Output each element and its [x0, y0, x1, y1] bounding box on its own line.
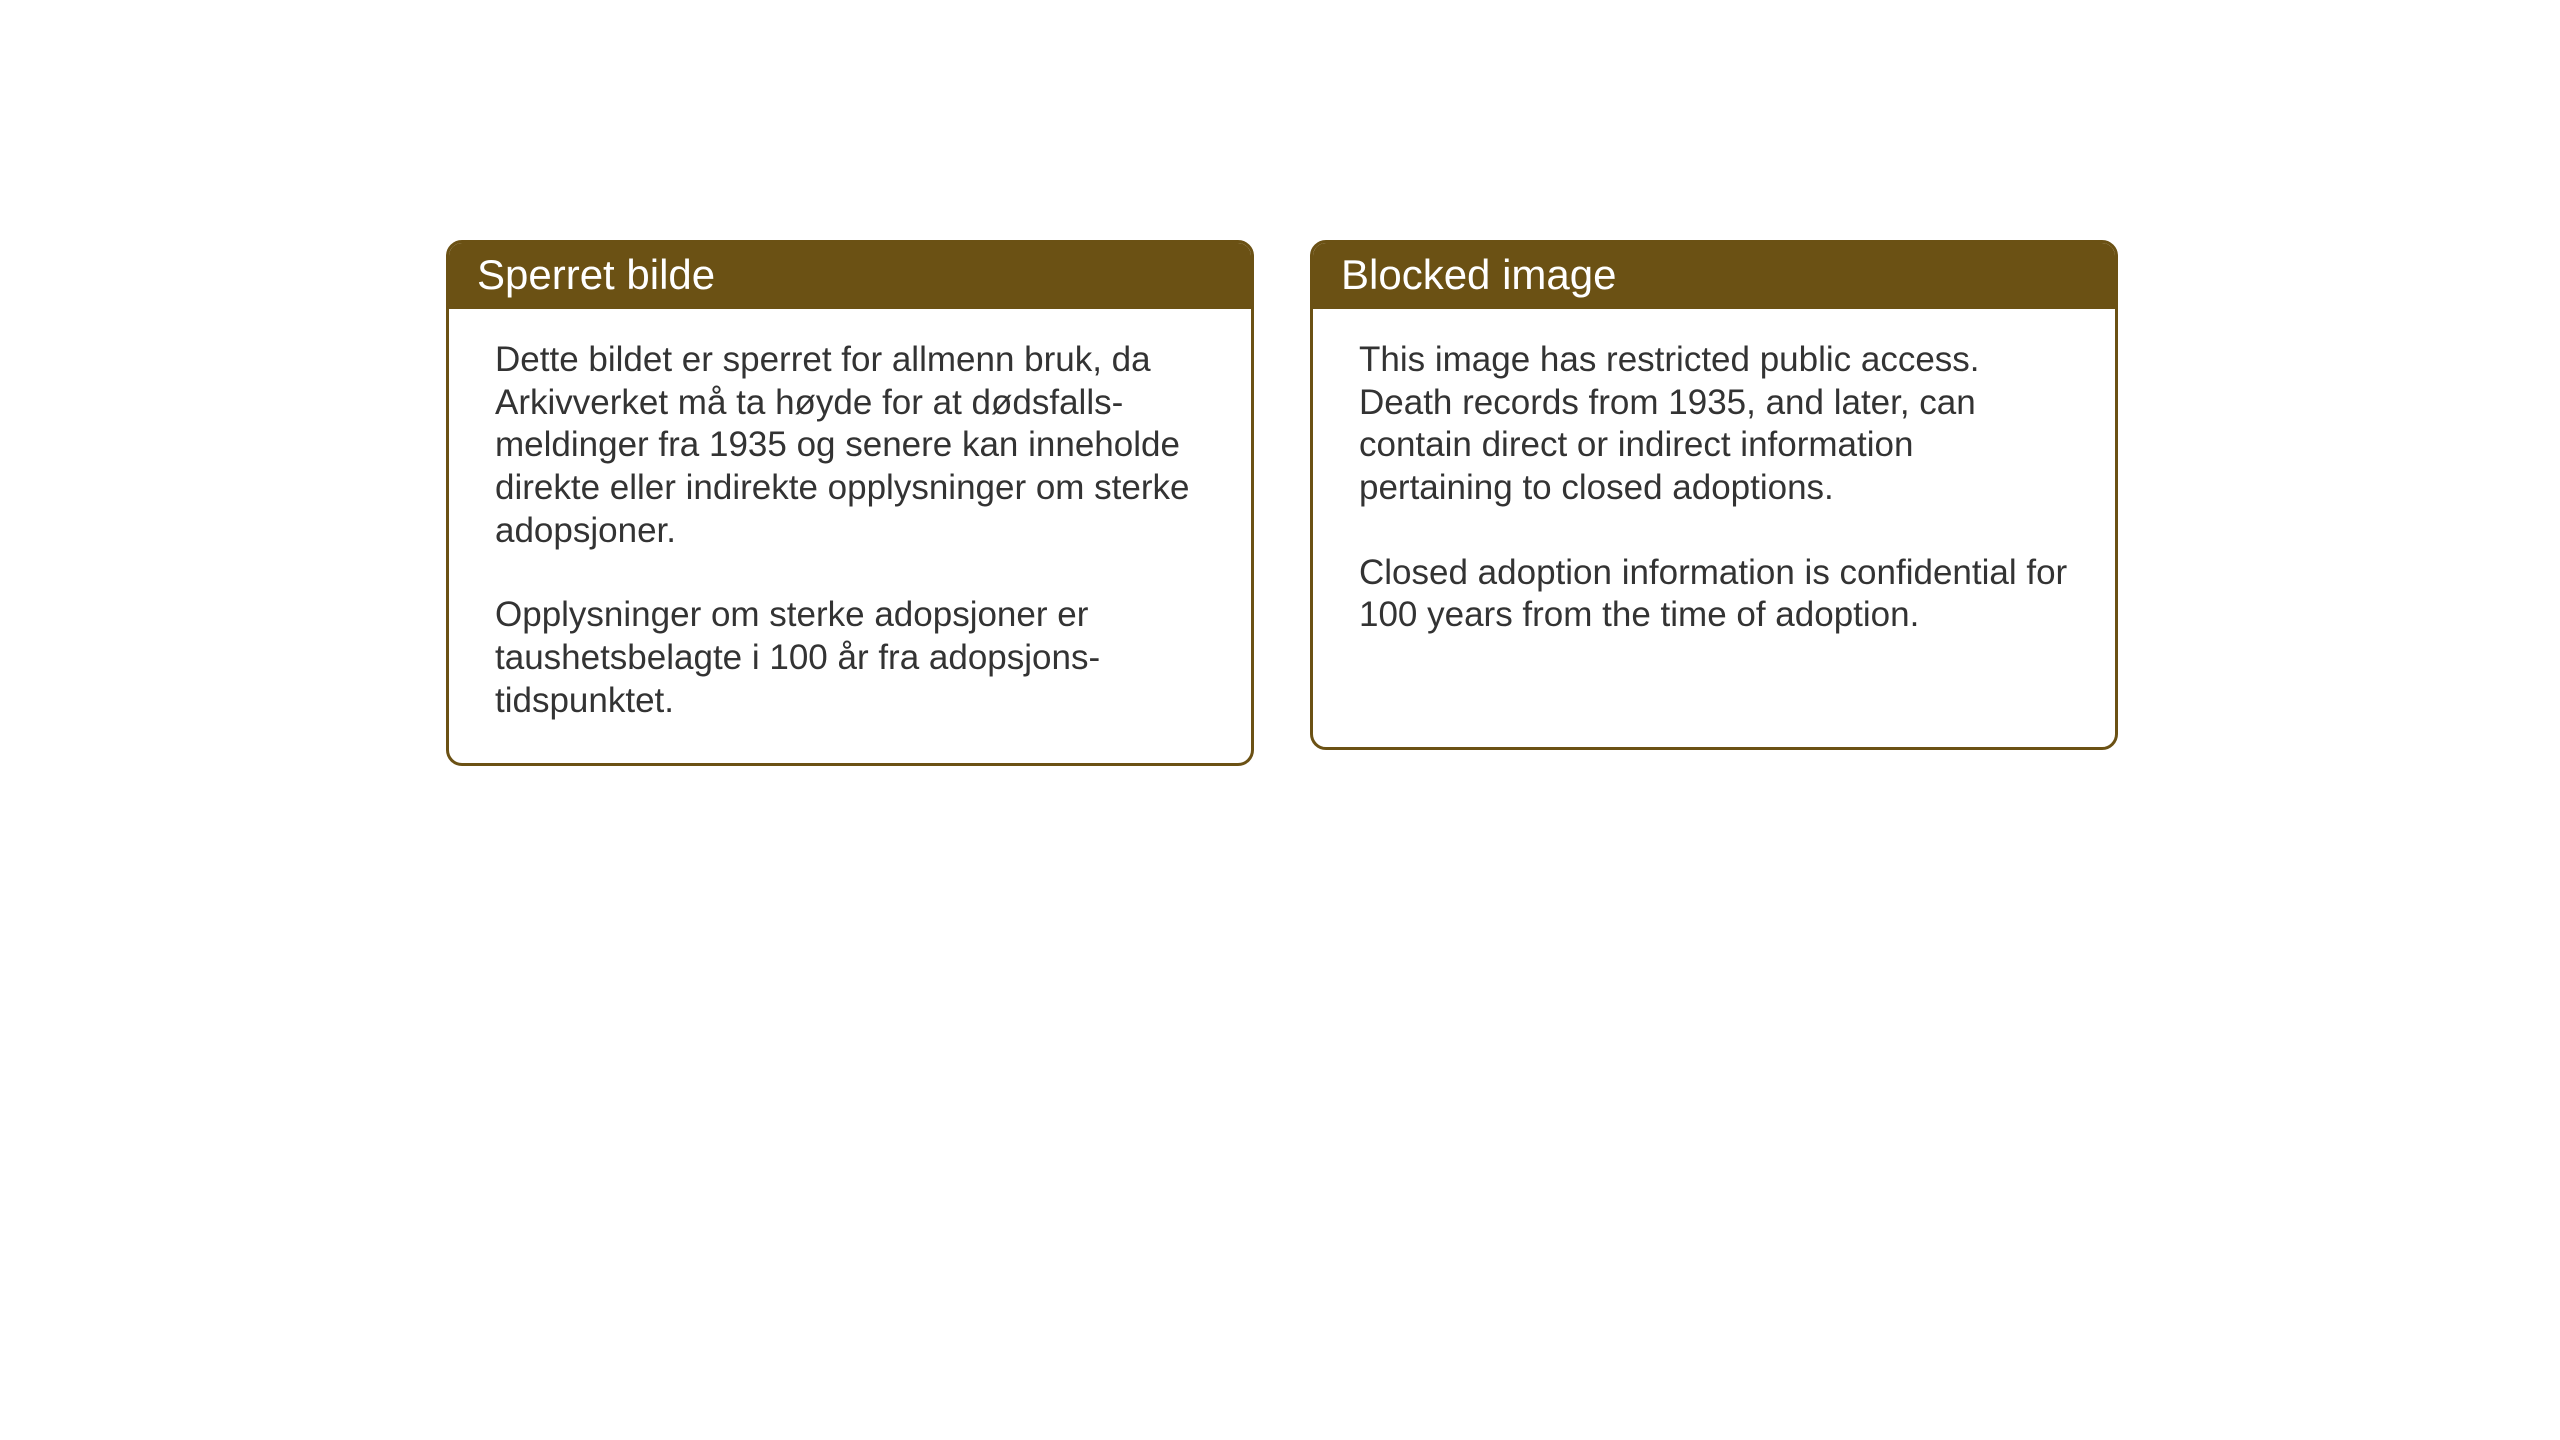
card-title: Blocked image [1341, 251, 1616, 298]
card-title: Sperret bilde [477, 251, 715, 298]
notice-card-english: Blocked image This image has restricted … [1310, 240, 2118, 750]
card-header-english: Blocked image [1313, 243, 2115, 309]
card-body-english: This image has restricted public access.… [1313, 309, 2115, 677]
card-paragraph-1: This image has restricted public access.… [1359, 339, 2069, 510]
card-paragraph-2: Opplysninger om sterke adopsjoner er tau… [495, 594, 1205, 722]
notice-cards-container: Sperret bilde Dette bildet er sperret fo… [446, 240, 2118, 766]
card-body-norwegian: Dette bildet er sperret for allmenn bruk… [449, 309, 1251, 763]
card-paragraph-1: Dette bildet er sperret for allmenn bruk… [495, 339, 1205, 552]
card-header-norwegian: Sperret bilde [449, 243, 1251, 309]
card-paragraph-2: Closed adoption information is confident… [1359, 552, 2069, 637]
notice-card-norwegian: Sperret bilde Dette bildet er sperret fo… [446, 240, 1254, 766]
